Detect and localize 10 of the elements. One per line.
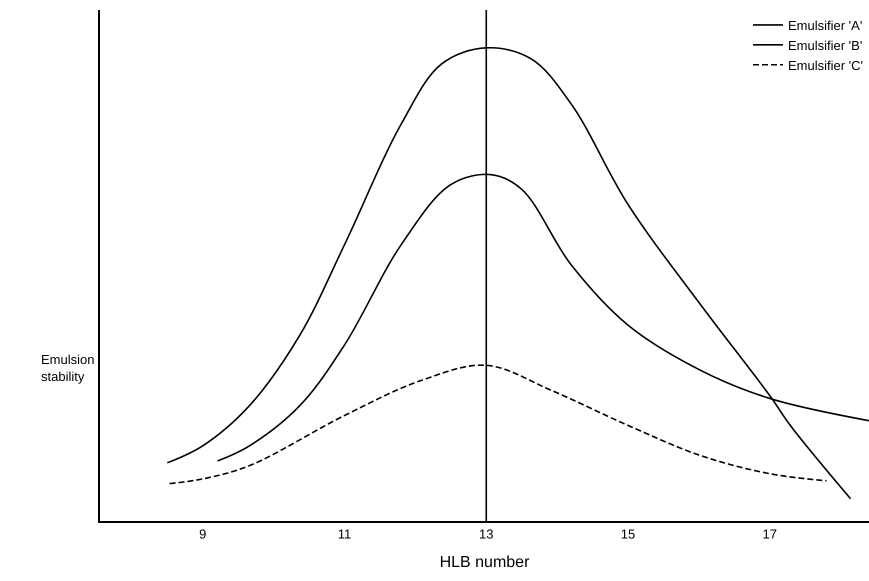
legend-label: Emulsifier 'B' bbox=[788, 38, 862, 53]
x-tick-label: 13 bbox=[479, 526, 494, 542]
x-tick-label: 17 bbox=[762, 526, 778, 542]
x-tick-label: 15 bbox=[620, 526, 636, 542]
x-axis-title: HLB number bbox=[440, 554, 530, 571]
x-tick-label: 11 bbox=[338, 526, 352, 542]
legend-label: Emulsifier 'A' bbox=[788, 18, 862, 34]
legend-label: Emulsifier 'C' bbox=[788, 58, 864, 73]
y-axis-title: Emulsion stability bbox=[41, 352, 94, 384]
x-tick-label: 9 bbox=[199, 526, 206, 542]
